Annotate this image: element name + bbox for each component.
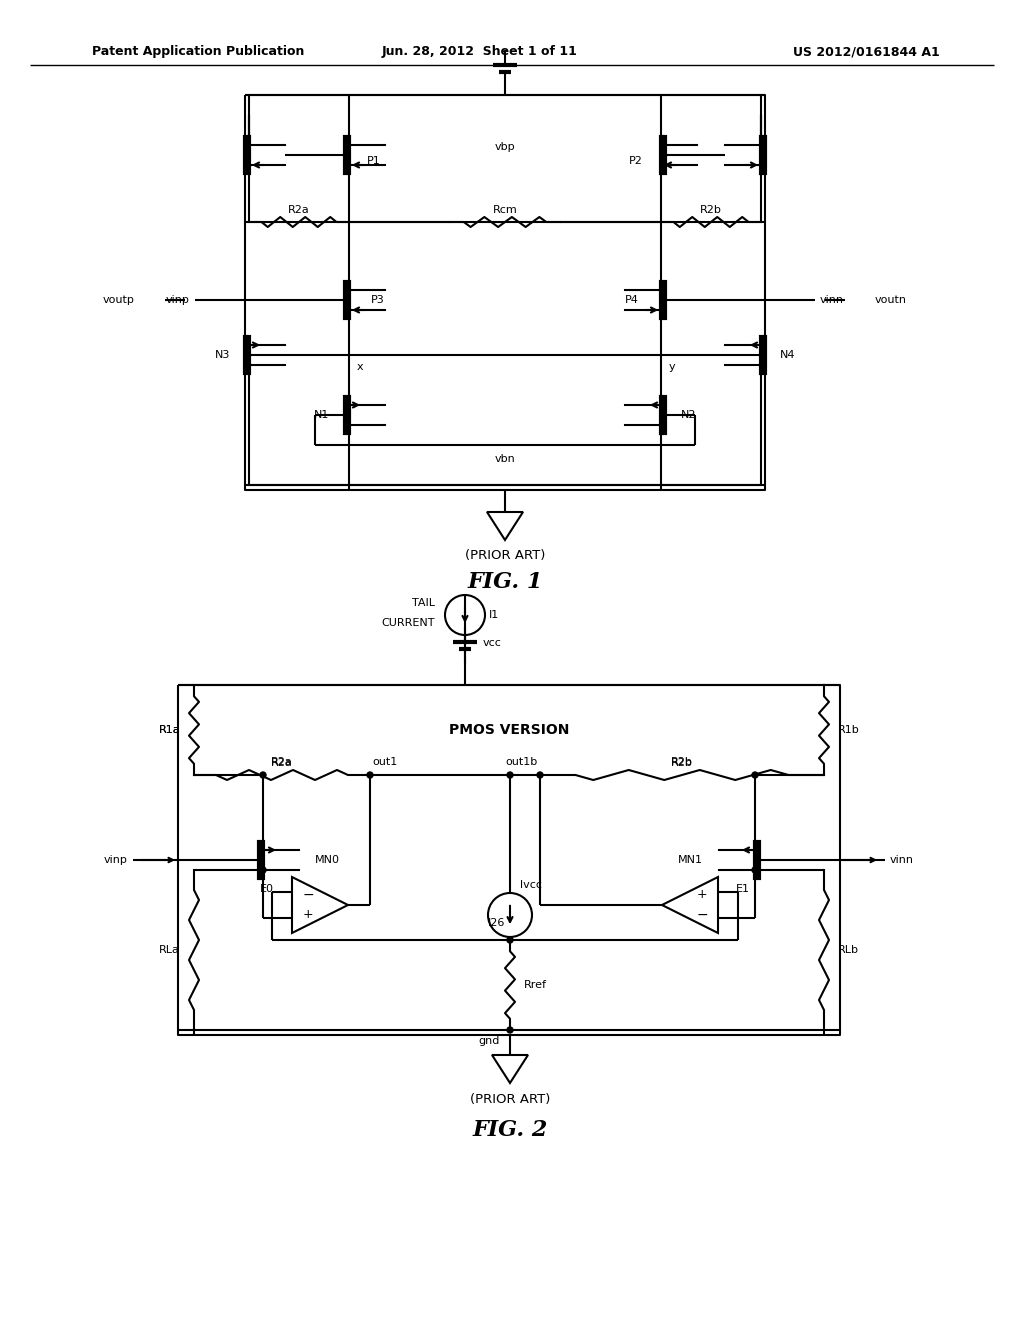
Text: vbp: vbp	[495, 143, 515, 152]
Text: I26: I26	[487, 917, 505, 928]
Text: FIG. 2: FIG. 2	[472, 1119, 548, 1140]
Text: R2a: R2a	[271, 756, 293, 767]
Text: Rcm: Rcm	[493, 205, 517, 215]
Text: −: −	[696, 908, 708, 921]
Text: vinp: vinp	[166, 294, 190, 305]
Text: +: +	[303, 908, 313, 921]
Text: voutp: voutp	[103, 294, 135, 305]
Text: P1: P1	[367, 156, 381, 166]
Text: vinp: vinp	[104, 855, 128, 865]
Circle shape	[260, 772, 266, 777]
Text: +: +	[696, 888, 708, 902]
Circle shape	[507, 772, 513, 777]
Text: MN1: MN1	[678, 855, 703, 865]
Text: R2b: R2b	[671, 758, 693, 768]
Text: gnd: gnd	[478, 1036, 500, 1045]
Circle shape	[507, 937, 513, 942]
Circle shape	[260, 867, 266, 873]
Text: R2a: R2a	[288, 205, 310, 215]
Text: (PRIOR ART): (PRIOR ART)	[470, 1093, 550, 1106]
Text: y: y	[669, 362, 676, 372]
Text: vinn: vinn	[820, 294, 844, 305]
Text: FIG. 1: FIG. 1	[467, 572, 543, 593]
Text: vinn: vinn	[890, 855, 914, 865]
Text: P3: P3	[371, 294, 385, 305]
Circle shape	[752, 867, 758, 873]
Text: PMOS VERSION: PMOS VERSION	[449, 723, 569, 737]
Text: voutn: voutn	[874, 294, 907, 305]
Text: Rref: Rref	[524, 979, 547, 990]
Text: MN0: MN0	[315, 855, 340, 865]
Text: R2a: R2a	[271, 758, 293, 768]
Text: −: −	[302, 888, 313, 902]
Text: E1: E1	[736, 884, 750, 894]
Text: lvcc: lvcc	[520, 880, 542, 890]
Text: E0: E0	[260, 884, 274, 894]
Text: R2b: R2b	[700, 205, 722, 215]
Text: R1a: R1a	[159, 725, 180, 735]
Text: N1: N1	[313, 411, 329, 420]
Circle shape	[752, 772, 758, 777]
Text: N4: N4	[780, 350, 796, 360]
Text: US 2012/0161844 A1: US 2012/0161844 A1	[794, 45, 940, 58]
Text: RLb: RLb	[838, 945, 859, 954]
Text: x: x	[357, 362, 364, 372]
Text: TAIL: TAIL	[412, 598, 435, 609]
Text: RLa: RLa	[159, 945, 180, 954]
Text: R2b: R2b	[671, 756, 693, 767]
Text: P4: P4	[625, 294, 639, 305]
Text: N3: N3	[215, 350, 230, 360]
Text: (PRIOR ART): (PRIOR ART)	[465, 549, 545, 561]
Text: I1: I1	[489, 610, 500, 620]
Circle shape	[367, 772, 373, 777]
Text: Patent Application Publication: Patent Application Publication	[92, 45, 304, 58]
Text: R1a: R1a	[159, 725, 180, 735]
Text: out1b: out1b	[506, 756, 538, 767]
Text: R1b: R1b	[838, 725, 860, 735]
Text: vbn: vbn	[495, 454, 515, 465]
Circle shape	[537, 772, 543, 777]
Text: Jun. 28, 2012  Sheet 1 of 11: Jun. 28, 2012 Sheet 1 of 11	[382, 45, 578, 58]
Text: CURRENT: CURRENT	[382, 618, 435, 628]
Text: out1: out1	[372, 756, 397, 767]
Circle shape	[507, 1027, 513, 1034]
Text: P2: P2	[629, 156, 643, 166]
Text: N2: N2	[681, 411, 696, 420]
Text: vcc: vcc	[483, 638, 502, 648]
